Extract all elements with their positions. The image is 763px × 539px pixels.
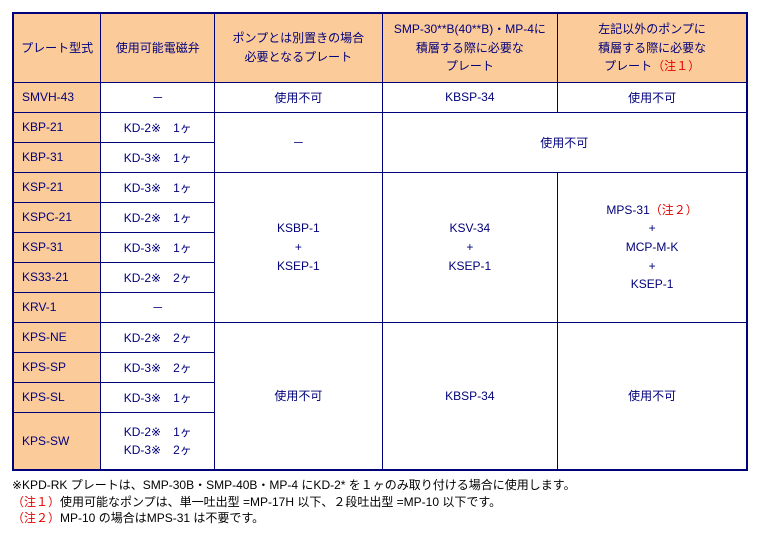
footnote-2-label: （注２） bbox=[12, 511, 60, 525]
cell-valve: KD-2※ 2ヶ bbox=[101, 262, 215, 292]
cell-model: SMVH-43 bbox=[13, 82, 101, 112]
cell-valve: KD-3※ 1ヶ bbox=[101, 172, 215, 202]
cell-c3: KBSP-34 bbox=[382, 322, 558, 470]
cell-c3: KSV-34 + KSEP-1 bbox=[382, 172, 558, 322]
cell-c3: KBSP-34 bbox=[382, 82, 558, 112]
cell-c4-rest: + MCP-M-K + KSEP-1 bbox=[626, 221, 679, 291]
footnote-1: （注１）使用可能なポンプは、単一吐出型 =MP-17H 以下、２段吐出型 =MP… bbox=[12, 494, 751, 511]
cell-c2: － bbox=[215, 112, 382, 172]
header-valve: 使用可能電磁弁 bbox=[101, 13, 215, 82]
header-separate: ポンプとは別置きの場合 必要となるプレート bbox=[215, 13, 382, 82]
cell-model: KS33-21 bbox=[13, 262, 101, 292]
cell-c4-mps31: MPS-31 bbox=[606, 203, 649, 217]
cell-valve: KD-2※ 1ヶ KD-3※ 2ヶ bbox=[101, 412, 215, 470]
cell-c4: 使用不可 bbox=[558, 322, 747, 470]
cell-valve: KD-3※ 1ヶ bbox=[101, 232, 215, 262]
header-other-pump: 左記以外のポンプに 積層する際に必要な プレート（注１） bbox=[558, 13, 747, 82]
cell-valve: KD-2※ 2ヶ bbox=[101, 322, 215, 352]
footnote-2-text: MP-10 の場合はMPS-31 は不要です。 bbox=[60, 511, 264, 525]
cell-model: KPS-SP bbox=[13, 352, 101, 382]
cell-model: KPS-NE bbox=[13, 322, 101, 352]
cell-c2: KSBP-1 + KSEP-1 bbox=[215, 172, 382, 322]
cell-c4: MPS-31（注２） + MCP-M-K + KSEP-1 bbox=[558, 172, 747, 322]
cell-valve: KD-3※ 2ヶ bbox=[101, 352, 215, 382]
plate-spec-table: プレート型式 使用可能電磁弁 ポンプとは別置きの場合 必要となるプレート SMP… bbox=[12, 12, 748, 471]
footnote-1-text: 使用可能なポンプは、単一吐出型 =MP-17H 以下、２段吐出型 =MP-10 … bbox=[60, 495, 501, 509]
cell-valve: KD-3※ 1ヶ bbox=[101, 142, 215, 172]
header-plate-model: プレート型式 bbox=[13, 13, 101, 82]
cell-model: KBP-21 bbox=[13, 112, 101, 142]
cell-c34: 使用不可 bbox=[382, 112, 747, 172]
cell-model: KPS-SL bbox=[13, 382, 101, 412]
cell-model: KSP-31 bbox=[13, 232, 101, 262]
cell-c4: 使用不可 bbox=[558, 82, 747, 112]
cell-c2: 使用不可 bbox=[215, 322, 382, 470]
cell-valve: KD-2※ 1ヶ bbox=[101, 202, 215, 232]
cell-c2: 使用不可 bbox=[215, 82, 382, 112]
cell-model: KSP-21 bbox=[13, 172, 101, 202]
cell-valve: － bbox=[101, 292, 215, 322]
footnotes: ※KPD-RK プレートは、SMP-30B・SMP-40B・MP-4 にKD-2… bbox=[12, 477, 751, 527]
cell-model: KPS-SW bbox=[13, 412, 101, 470]
header-note1-ref: （注１） bbox=[652, 59, 700, 73]
cell-model: KBP-31 bbox=[13, 142, 101, 172]
cell-model: KSPC-21 bbox=[13, 202, 101, 232]
cell-model: KRV-1 bbox=[13, 292, 101, 322]
cell-valve: KD-3※ 1ヶ bbox=[101, 382, 215, 412]
cell-c4-note2-ref: （注２） bbox=[650, 203, 698, 217]
footnote-1-label: （注１） bbox=[12, 495, 60, 509]
cell-valve: － bbox=[101, 82, 215, 112]
footnote-2: （注２）MP-10 の場合はMPS-31 は不要です。 bbox=[12, 510, 751, 527]
footnote-kpd-rk: ※KPD-RK プレートは、SMP-30B・SMP-40B・MP-4 にKD-2… bbox=[12, 477, 751, 494]
header-smp30: SMP-30**B(40**B)・MP-4に 積層する際に必要な プレート bbox=[382, 13, 558, 82]
cell-valve: KD-2※ 1ヶ bbox=[101, 112, 215, 142]
